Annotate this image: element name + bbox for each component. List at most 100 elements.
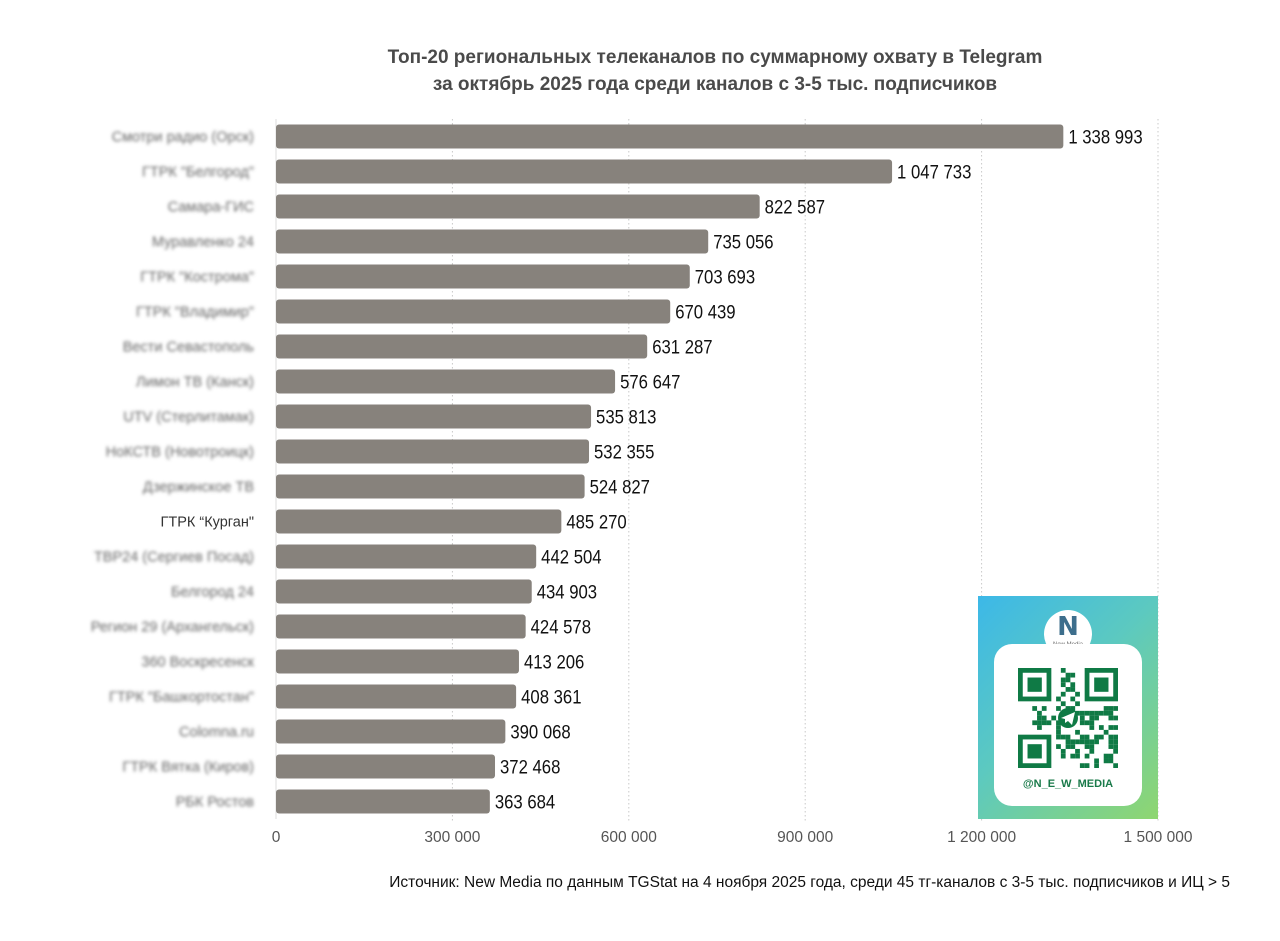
qr-module: [1094, 734, 1099, 740]
bar: [276, 614, 526, 639]
qr-module: [1027, 677, 1042, 692]
category-label: ГТРК "Башкортостан": [109, 690, 254, 706]
category-label: Вести Севастополь: [123, 340, 254, 356]
qr-module: [1108, 758, 1114, 764]
qr-module: [1056, 729, 1061, 735]
bar-value-label: 390 068: [510, 722, 570, 743]
qr-module: [1079, 715, 1085, 721]
qr-module: [1041, 720, 1047, 726]
bar: [276, 334, 648, 359]
category-label: ГТРК "Кострома": [140, 270, 254, 286]
category-label: РБК Ростов: [176, 795, 255, 811]
qr-module: [1113, 763, 1118, 768]
x-tick-label: 600 000: [601, 829, 657, 846]
bar: [276, 369, 616, 394]
telegram-handle[interactable]: @N_E_W_MEDIA: [1022, 778, 1114, 790]
bar: [276, 544, 537, 569]
qr-module: [1032, 720, 1038, 726]
bar: [276, 229, 709, 254]
bar-value-label: 424 578: [531, 617, 591, 638]
qr-module: [1089, 720, 1095, 726]
qr-module: [1060, 753, 1066, 759]
qr-module: [1032, 706, 1038, 711]
category-label: Самара-ГИС: [168, 200, 254, 216]
category-label: ГТРК “Курган": [161, 515, 254, 531]
category-label: Муравленко 24: [152, 235, 254, 251]
qr-module: [1108, 715, 1114, 721]
qr-module: [1098, 710, 1104, 716]
qr-module: [1070, 687, 1076, 692]
qr-module: [1089, 748, 1095, 754]
qr-module: [1075, 729, 1080, 735]
qr-module: [1037, 725, 1042, 730]
category-label: 360 Воскресенск: [141, 655, 254, 671]
bar: [276, 124, 1064, 149]
qr-module: [1060, 748, 1066, 754]
qr-module: [1065, 734, 1071, 740]
qr-module: [1113, 725, 1118, 730]
qr-module: [1094, 677, 1109, 692]
qr-module: [1060, 701, 1066, 707]
category-label: Colomna.ru: [179, 725, 254, 741]
bar: [276, 579, 532, 604]
qr-module: [1079, 734, 1085, 740]
source-note: Источник: New Media по данным TGStat на …: [389, 874, 1230, 891]
bar-value-label: 532 355: [594, 442, 654, 463]
qr-module: [1051, 715, 1057, 721]
bar-value-label: 670 439: [675, 302, 735, 323]
qr-module: [1065, 744, 1071, 749]
qr-module: [1056, 696, 1061, 702]
telegram-qr-icon[interactable]: [1018, 668, 1118, 768]
chart-title-line-2: за октябрь 2025 года среди каналов с 3-5…: [432, 74, 998, 95]
qr-module: [1103, 758, 1109, 764]
qr-module: [1056, 744, 1061, 749]
category-label: UTV (Стерлитамак): [123, 410, 254, 426]
qr-module: [1103, 710, 1109, 716]
qr-module: [1060, 691, 1066, 697]
category-label: Регион 29 (Архангельск): [91, 620, 254, 636]
bar: [276, 719, 506, 744]
qr-module: [1108, 739, 1114, 745]
qr-module: [1103, 706, 1109, 711]
qr-module: [1037, 715, 1042, 721]
qr-module: [1084, 720, 1090, 726]
qr-module: [1075, 691, 1080, 697]
qr-module: [1108, 710, 1114, 716]
chart-title: Топ-20 региональных телеканалов по сумма…: [300, 44, 1130, 98]
category-label: НоКСТВ (Новотроицк): [106, 445, 254, 461]
qr-module: [1037, 720, 1042, 726]
qr-module: [1041, 715, 1047, 721]
category-label: ГТРК Вятка (Киров): [122, 760, 254, 776]
bar: [276, 194, 760, 219]
qr-module: [1079, 739, 1085, 745]
qr-module: [1094, 739, 1099, 745]
qr-module: [1084, 734, 1090, 740]
x-tick-label: 300 000: [424, 829, 480, 846]
telegram-qr-card[interactable]: N New Media @N_E_W_MEDIA: [978, 596, 1158, 819]
bar-value-label: 485 270: [566, 512, 626, 533]
qr-module: [1079, 763, 1085, 768]
qr-module: [1070, 744, 1076, 749]
x-tick-label: 900 000: [777, 829, 833, 846]
qr-module: [1084, 763, 1090, 768]
qr-panel: @N_E_W_MEDIA: [994, 644, 1142, 806]
qr-module: [1070, 739, 1076, 745]
bar: [276, 159, 893, 184]
qr-module: [1084, 739, 1090, 745]
qr-module: [1108, 753, 1114, 759]
qr-module: [1075, 753, 1080, 759]
qr-module: [1113, 734, 1118, 740]
bar: [276, 509, 562, 534]
chart-title-line-1: Топ-20 региональных телеканалов по сумма…: [387, 47, 1043, 68]
category-label: ГТРК "Белгород": [142, 165, 254, 181]
qr-module: [1056, 720, 1061, 726]
category-label: Дзержинское ТВ: [143, 480, 254, 496]
qr-module: [1065, 687, 1071, 692]
qr-module: [1108, 725, 1114, 730]
bar: [276, 684, 517, 709]
qr-module: [1065, 672, 1071, 678]
qr-module: [1094, 758, 1099, 764]
qr-module: [1056, 725, 1061, 730]
category-label: Белгород 24: [171, 585, 254, 601]
